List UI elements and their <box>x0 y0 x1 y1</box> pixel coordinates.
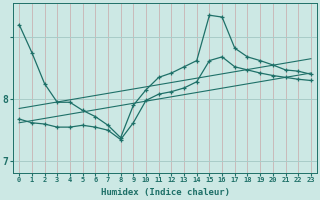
X-axis label: Humidex (Indice chaleur): Humidex (Indice chaleur) <box>100 188 229 197</box>
